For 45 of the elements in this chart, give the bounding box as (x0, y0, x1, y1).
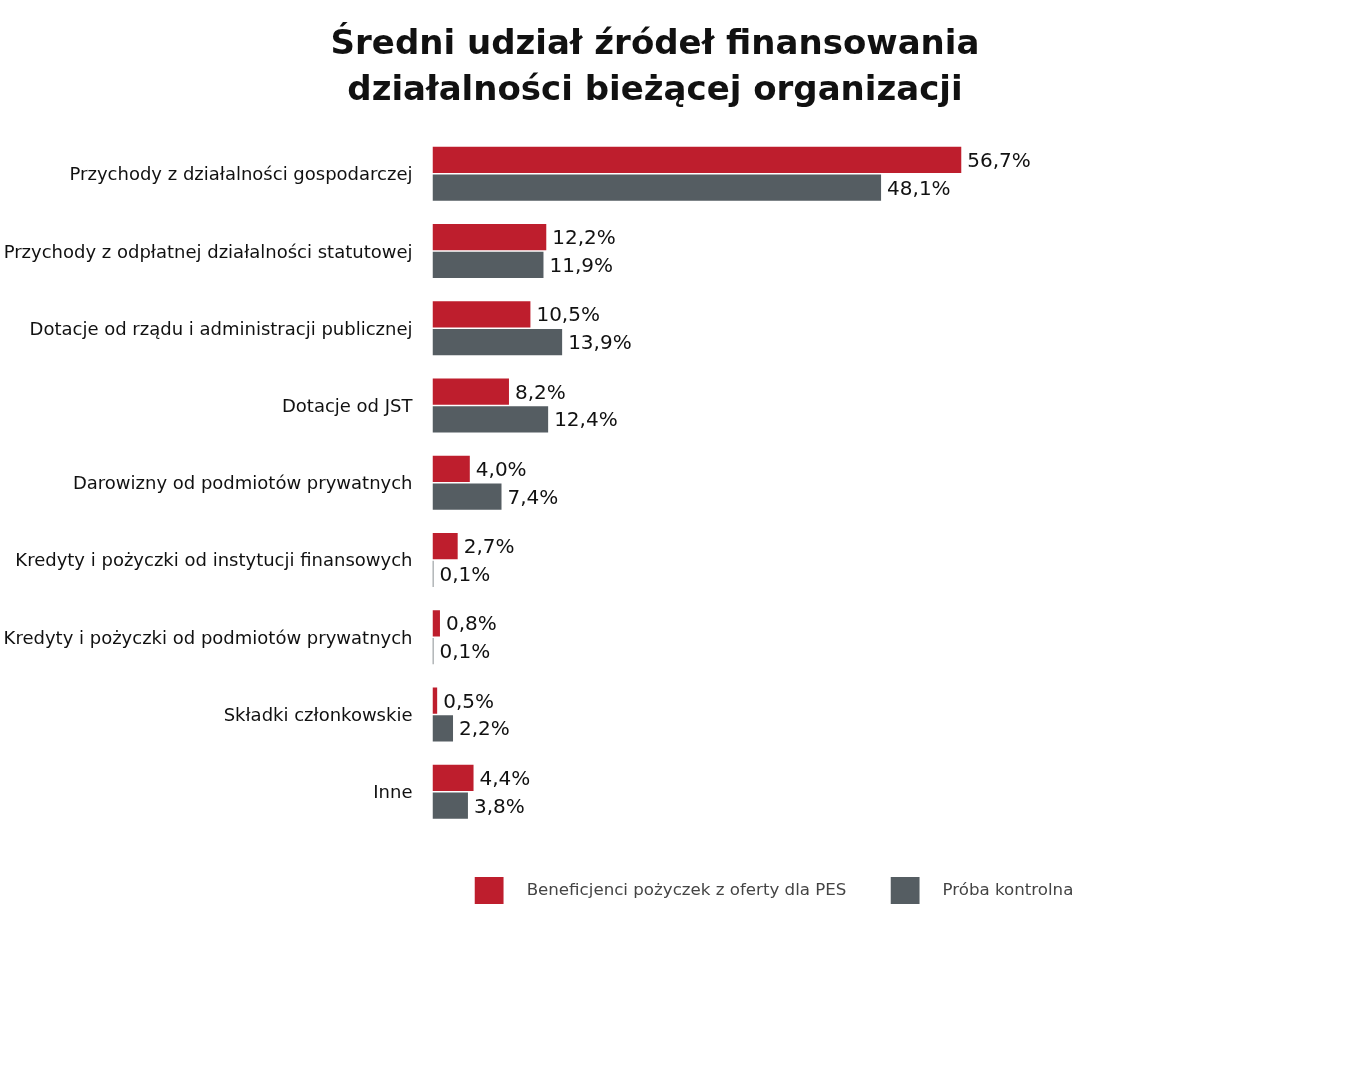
y-tick-label: Dotacje od JST (281, 394, 414, 416)
bar (432, 455, 470, 482)
data-label: 12,4% (554, 407, 618, 432)
data-label: 12,2% (552, 224, 616, 249)
y-tick-label: Dotacje od rządu i administracji publicznej (29, 317, 413, 339)
bar (432, 406, 549, 433)
data-label: 0,1% (439, 561, 491, 586)
data-label: 8,2% (514, 379, 566, 404)
data-label: 4,0% (475, 456, 527, 481)
y-tick-label: Kredyty i pożyczki od instytucji finansowych (15, 549, 413, 571)
bar (432, 251, 544, 278)
bar (432, 714, 454, 742)
data-label: 11,9% (549, 252, 614, 277)
data-label: 2,7% (463, 533, 515, 558)
y-tick-label: Przychody z odpłatnej działalności statutowej (3, 240, 413, 262)
bar (432, 483, 502, 510)
bar (432, 792, 468, 819)
bar (432, 609, 440, 637)
y-tick-label: Kredyty i pożyczki od podmiotów prywatnych (3, 626, 413, 648)
data-label: 4,4% (479, 765, 531, 790)
data-label: 56,7% (967, 147, 1031, 172)
data-label: 0,1% (439, 638, 491, 663)
data-label: 0,5% (443, 688, 494, 713)
y-tick-label: Składki członkowskie (223, 703, 413, 725)
bar (432, 378, 509, 405)
bar (432, 301, 531, 328)
bar (432, 146, 962, 173)
data-label: 48,1% (887, 175, 951, 200)
legend-label: Beneficjenci pożyczek z oferty dla PES (526, 880, 847, 900)
data-label: 13,9% (568, 329, 632, 354)
bar (432, 764, 474, 791)
data-label: 7,4% (507, 484, 559, 509)
data-label: 0,8% (445, 611, 497, 636)
y-tick-label: Inne (373, 780, 413, 802)
data-label: 3,8% (473, 793, 525, 818)
bar (432, 532, 458, 559)
data-label: 10,5% (536, 302, 600, 327)
bar (432, 328, 563, 356)
bar (432, 174, 882, 201)
chart-title: Średni udział źródeł finansowania działalności bieżącej organizacji (330, 21, 980, 110)
legend-label: Próba kontrolna (942, 880, 1074, 900)
bar (432, 223, 547, 251)
data-label: 2,2% (459, 716, 510, 741)
y-tick-label: Darowizny od podmiotów prywatnych (72, 472, 413, 494)
y-tick-label: Przychody z działalności gospodarczej (69, 163, 413, 185)
